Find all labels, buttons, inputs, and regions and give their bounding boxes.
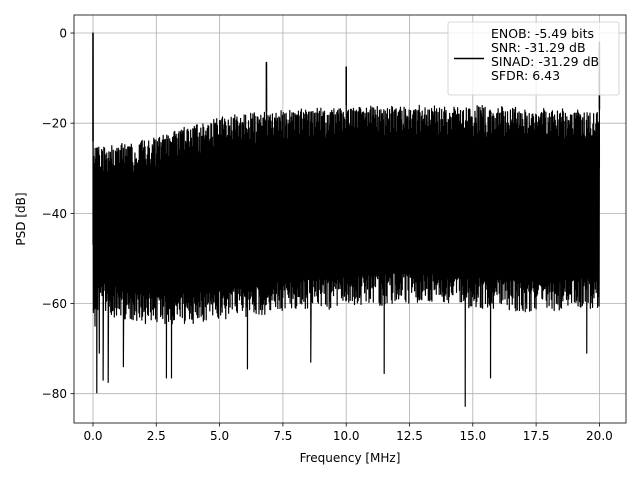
legend-box xyxy=(447,21,620,96)
psd-series-line xyxy=(92,32,601,407)
legend-entry: ENOB: -5.49 bits xyxy=(491,26,594,41)
legend-entry: SINAD: -31.29 dB xyxy=(491,54,599,69)
x-tick-label: 0.0 xyxy=(83,429,102,443)
y-tick-label: −60 xyxy=(42,297,67,311)
x-tick-label: 5.0 xyxy=(210,429,229,443)
legend-entry: SFDR: 6.43 xyxy=(491,68,560,83)
x-tick-label: 2.5 xyxy=(147,429,166,443)
x-tick-label: 12.5 xyxy=(396,429,423,443)
x-tick-label: 15.0 xyxy=(459,429,486,443)
legend-entry: SNR: -31.29 dB xyxy=(491,40,586,55)
x-tick-label: 7.5 xyxy=(273,429,292,443)
y-tick-label: −40 xyxy=(42,207,67,221)
tick-layer: 0.0 2.5 5.0 7.5 10.0 12.5 15.0 17.5 20.0 0 −20 −40 −… xyxy=(42,27,613,443)
y-tick-label: −80 xyxy=(42,387,67,401)
plot-frame xyxy=(73,14,627,424)
x-tick-label: 17.5 xyxy=(523,429,550,443)
x-tick-label: 20.0 xyxy=(586,429,613,443)
y-tick-label: −20 xyxy=(42,117,67,131)
y-axis-label: PSD [dB] xyxy=(14,192,28,245)
y-tick-label: 0 xyxy=(59,27,67,41)
x-tick-label: 10.0 xyxy=(333,429,360,443)
x-axis-label: Frequency [MHz] xyxy=(300,451,401,465)
